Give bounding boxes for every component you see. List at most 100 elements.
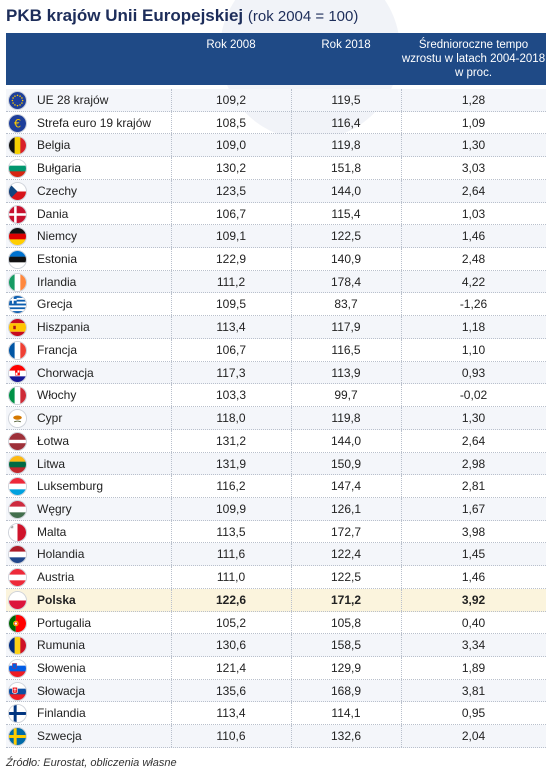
value-2018: 117,9 — [331, 320, 361, 335]
country-name: Finlandia — [37, 706, 86, 721]
bulgaria-flag-icon — [8, 159, 27, 179]
malta-flag-icon — [8, 522, 27, 542]
table-row: Malta 113,5 172,7 3,98 — [6, 520, 546, 544]
column-divider — [401, 384, 402, 407]
column-divider — [401, 134, 402, 157]
column-divider — [401, 111, 402, 134]
column-divider — [171, 293, 172, 316]
column-divider — [171, 543, 172, 566]
column-divider — [291, 611, 292, 634]
growth-rate: 2,04 — [461, 729, 486, 744]
country-name: Cypr — [37, 411, 63, 426]
column-divider — [291, 725, 292, 747]
country-name: Chorwacja — [37, 365, 94, 380]
column-divider — [291, 543, 292, 566]
growth-rate: 0,40 — [461, 615, 486, 630]
column-divider — [401, 179, 402, 202]
growth-rate: -0,02 — [459, 388, 488, 403]
column-divider — [291, 179, 292, 202]
value-2018: 119,5 — [331, 93, 361, 107]
table-row: Cypr 118,0 119,8 1,30 — [6, 407, 546, 430]
growth-rate: 1,09 — [461, 115, 486, 130]
value-2008: 111,2 — [216, 274, 246, 289]
column-divider — [171, 111, 172, 134]
column-divider — [171, 611, 172, 634]
value-2018: 129,9 — [330, 660, 362, 675]
value-2018: 116,5 — [331, 342, 361, 357]
column-divider — [401, 248, 402, 270]
column-divider — [171, 407, 172, 429]
chart-title: PKB krajów Unii Europejskiej (rok 2004 =… — [6, 6, 358, 26]
column-divider — [401, 497, 402, 520]
growth-rate: 1,46 — [461, 570, 486, 585]
column-divider — [171, 725, 172, 747]
column-header-2018: Rok 2018 — [321, 39, 371, 51]
title-main: PKB krajów Unii Europejskiej — [6, 6, 244, 25]
value-2018: 140,9 — [330, 252, 362, 267]
column-divider — [291, 452, 292, 475]
column-divider — [171, 702, 172, 725]
country-name: Luksemburg — [37, 479, 104, 494]
table-row: Włochy 103,3 99,7 -0,02 — [6, 384, 546, 408]
country-name: Słowenia — [37, 660, 86, 675]
value-2008: 122,6 — [215, 592, 247, 607]
column-divider — [401, 361, 402, 384]
luxembourg-flag-icon — [8, 477, 27, 497]
slovenia-flag-icon — [8, 658, 27, 678]
country-name: Holandia — [37, 547, 85, 562]
spain-flag-icon — [8, 318, 27, 338]
growth-rate: 2,98 — [461, 456, 486, 471]
column-divider — [171, 634, 172, 656]
column-divider — [401, 679, 402, 702]
lithuania-flag-icon — [8, 454, 27, 474]
value-2008: 118,0 — [216, 411, 246, 426]
country-name: Polska — [37, 592, 76, 607]
value-2018: 83,7 — [334, 297, 358, 312]
column-divider — [291, 702, 292, 725]
greece-flag-icon — [8, 295, 27, 315]
column-divider — [401, 452, 402, 475]
country-name: Austria — [37, 570, 75, 585]
column-divider — [401, 656, 402, 679]
cyprus-flag-icon — [8, 409, 27, 429]
column-divider — [291, 338, 292, 361]
czechia-flag-icon — [8, 181, 27, 201]
value-2008: 135,6 — [215, 683, 247, 698]
column-divider — [171, 588, 172, 611]
country-name: Strefa euro 19 krajów — [37, 115, 152, 130]
table-row: € Strefa euro 19 krajów 108,5 116,4 1,09 — [6, 111, 546, 135]
value-2008: 131,2 — [215, 433, 247, 448]
value-2018: 144,0 — [330, 433, 362, 448]
table-row: Finlandia 113,4 114,1 0,95 — [6, 702, 546, 726]
column-divider — [171, 520, 172, 543]
table-row: Polska 122,6 171,2 3,92 — [6, 588, 546, 612]
country-name: Grecja — [37, 297, 73, 312]
column-divider — [171, 338, 172, 361]
column-divider — [401, 475, 402, 497]
svg-text:€: € — [14, 117, 21, 130]
value-2008: 108,5 — [215, 115, 247, 130]
growth-rate: 2,81 — [461, 479, 486, 494]
value-2008: 109,2 — [215, 93, 247, 107]
value-2018: 114,1 — [331, 706, 361, 721]
column-divider — [291, 202, 292, 225]
column-divider — [401, 611, 402, 634]
table-row: Niemcy 109,1 122,5 1,46 — [6, 225, 546, 249]
column-divider — [291, 656, 292, 679]
latvia-flag-icon — [8, 431, 27, 451]
country-name: Francja — [37, 342, 78, 357]
country-name: Dania — [37, 206, 69, 221]
table-row: Luksemburg 116,2 147,4 2,81 — [6, 475, 546, 498]
table-body: UE 28 krajów 109,2 119,5 1,28 € Strefa euro 1… — [6, 89, 546, 748]
value-2018: 151,8 — [330, 161, 362, 176]
value-2008: 103,3 — [215, 388, 247, 403]
growth-rate: 1,30 — [461, 411, 486, 426]
value-2018: 168,9 — [330, 683, 362, 698]
country-name: Bułgaria — [37, 161, 82, 176]
column-divider — [291, 293, 292, 316]
column-divider — [171, 89, 172, 111]
table-row: Irlandia 111,2 178,4 4,22 — [6, 270, 546, 294]
column-divider — [291, 384, 292, 407]
value-2008: 121,4 — [215, 660, 247, 675]
growth-rate: 1,28 — [461, 93, 486, 107]
